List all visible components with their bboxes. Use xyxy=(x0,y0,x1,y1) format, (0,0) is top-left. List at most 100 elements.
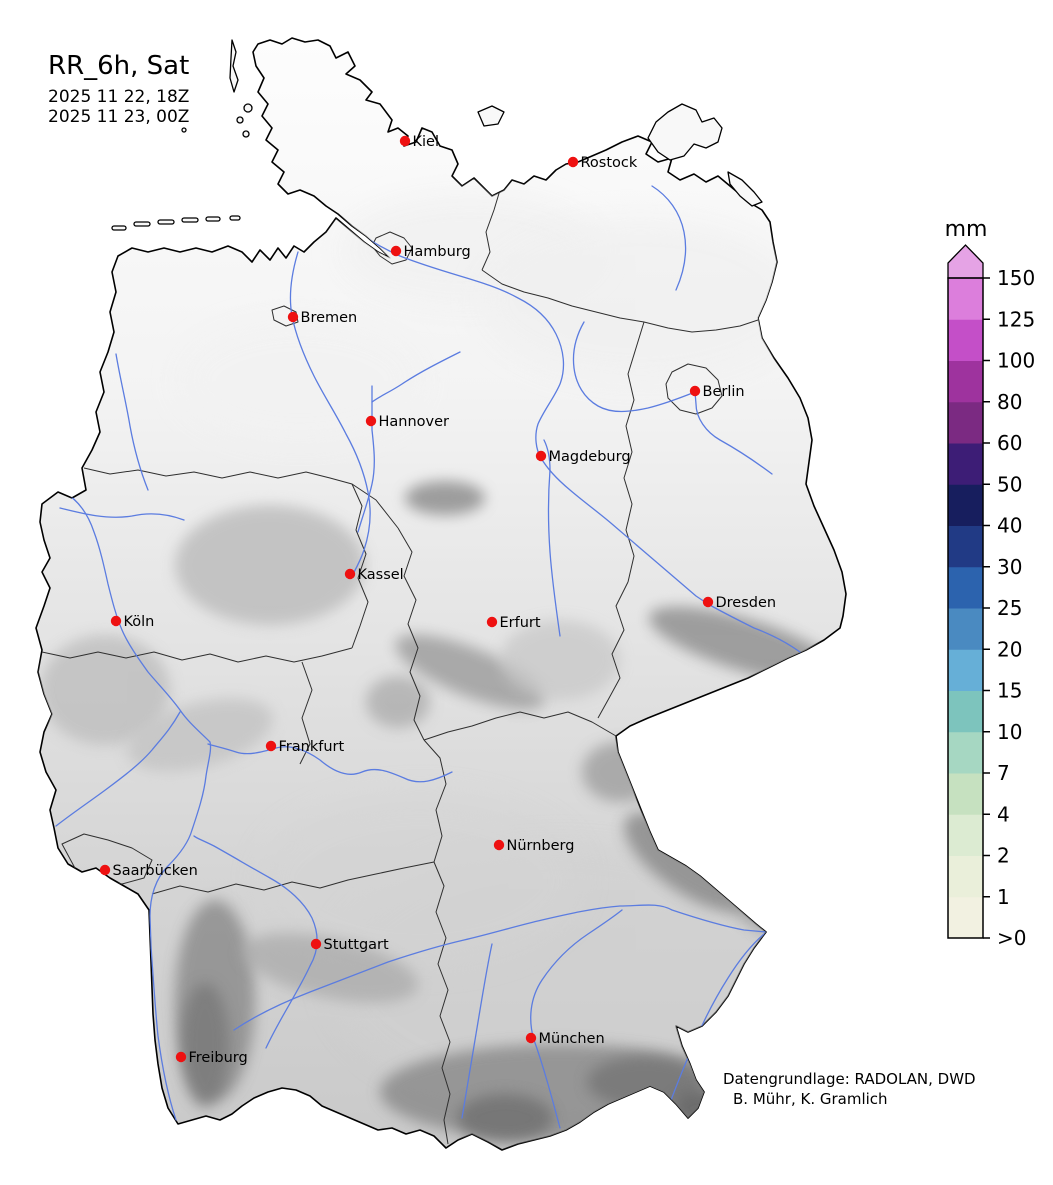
island-spiekeroog xyxy=(205,216,221,222)
river-danube xyxy=(233,904,767,1031)
colorbar-tick-label: 1 xyxy=(997,885,1010,909)
island-juist xyxy=(133,221,151,227)
city-marker-Frankfurt: Frankfurt xyxy=(265,739,344,755)
city-dot xyxy=(399,135,411,147)
colorbar-segment-15 xyxy=(948,649,983,691)
colorbar-unit-label: mm xyxy=(945,217,988,242)
city-marker-Freiburg: Freiburg xyxy=(175,1050,248,1066)
island-fehmarn xyxy=(477,105,505,127)
city-dot xyxy=(110,615,122,627)
city-label: Stuttgart xyxy=(324,937,390,953)
city-dot xyxy=(689,385,701,397)
city-dot xyxy=(344,568,356,580)
colorbar-segment-2 xyxy=(948,814,983,856)
city-marker-Erfurt: Erfurt xyxy=(486,615,541,631)
city-label: Nürnberg xyxy=(507,838,575,854)
colorbar-segment-7 xyxy=(948,731,983,774)
city-marker-Kassel: Kassel xyxy=(344,567,404,583)
city-dot xyxy=(265,740,277,752)
city-label: Köln xyxy=(124,614,155,630)
colorbar-tick-label: 80 xyxy=(997,390,1022,414)
island-sylt xyxy=(229,39,239,93)
colorbar-segment-80 xyxy=(948,360,983,403)
island-langeoog xyxy=(181,217,199,223)
colorbar-segment-20 xyxy=(948,608,983,650)
colorbar: >0 1 2 4 7 10 15 20 25 30 40 50 60 80 100 125 150 xyxy=(947,244,1035,950)
city-dot xyxy=(525,1032,537,1044)
river-inn xyxy=(657,933,765,1139)
city-label: Saarbücken xyxy=(113,863,198,879)
colorbar-tick-label: 125 xyxy=(997,307,1035,331)
colorbar-segment-125 xyxy=(948,278,983,320)
island-wangerooge xyxy=(229,215,241,221)
city-marker-Rostock: Rostock xyxy=(567,155,638,171)
river-isar xyxy=(530,909,623,1129)
city-label: München xyxy=(539,1031,605,1047)
colorbar-segment-60 xyxy=(948,401,983,444)
city-dot xyxy=(535,450,547,462)
city-marker-Stuttgart: Stuttgart xyxy=(310,937,390,953)
colorbar-segment->0 xyxy=(948,896,983,939)
river-leine xyxy=(357,385,375,533)
attribution-authors: B. Mühr, K. Gramlich xyxy=(733,1090,888,1108)
city-label: Kiel xyxy=(413,134,440,150)
island-borkum xyxy=(111,225,127,231)
island-amrum xyxy=(236,116,244,124)
river-main xyxy=(207,743,453,783)
city-dot xyxy=(486,616,498,628)
colorbar-segment-25 xyxy=(948,566,983,609)
city-dot xyxy=(567,156,579,168)
city-dot xyxy=(390,245,402,257)
city-label: Hannover xyxy=(379,414,450,430)
river-saale xyxy=(543,439,561,637)
city-dot xyxy=(365,415,377,427)
colorbar-tick-label: 4 xyxy=(997,802,1010,826)
rivers xyxy=(55,185,801,1139)
city-label: Kassel xyxy=(358,567,404,583)
city-label: Erfurt xyxy=(500,615,541,631)
colorbar-segment-30 xyxy=(948,525,983,568)
city-dot xyxy=(493,839,505,851)
river-ems xyxy=(115,353,149,491)
river-aller xyxy=(371,351,461,403)
state-borders xyxy=(41,189,759,1145)
city-dot xyxy=(99,864,111,876)
island-norderney xyxy=(157,219,175,225)
attribution-source: Datengrundlage: RADOLAN, DWD xyxy=(723,1070,976,1088)
city-dot xyxy=(702,596,714,608)
colorbar-tick-label: 25 xyxy=(997,596,1022,620)
colorbar-segment-50 xyxy=(948,443,983,485)
city-marker-Bremen: Bremen xyxy=(287,310,357,326)
colorbar-segment-40 xyxy=(948,484,983,526)
city-label: Hamburg xyxy=(404,244,471,260)
river-elbe xyxy=(343,221,801,653)
colorbar-segment-1 xyxy=(948,855,983,898)
period-start: 2025 11 22, 18Z xyxy=(48,87,189,107)
colorbar-tick-label: 2 xyxy=(997,844,1010,868)
colorbar-tick-label: 30 xyxy=(997,555,1022,579)
city-marker-Hannover: Hannover xyxy=(365,414,450,430)
city-label: Magdeburg xyxy=(549,449,631,465)
city-markers: Kiel Rostock Hamburg Bremen Berlin Hannover Ma… xyxy=(99,134,776,1066)
colorbar-tick-label: 15 xyxy=(997,679,1022,703)
city-marker-Köln: Köln xyxy=(110,614,155,630)
island-foehr xyxy=(243,103,253,113)
river-lech xyxy=(461,943,493,1119)
city-marker-München: München xyxy=(525,1031,605,1047)
city-marker-Dresden: Dresden xyxy=(702,595,776,611)
city-marker-Kiel: Kiel xyxy=(399,134,440,150)
colorbar-tick-label: 20 xyxy=(997,637,1022,661)
island-pellworm xyxy=(242,130,250,138)
island-usedom xyxy=(727,171,763,207)
city-label: Freiburg xyxy=(189,1050,248,1066)
islands xyxy=(111,39,763,231)
city-marker-Hamburg: Hamburg xyxy=(390,244,471,260)
city-dot xyxy=(310,938,322,950)
city-label: Berlin xyxy=(703,384,745,400)
colorbar-tick-label: 100 xyxy=(997,349,1035,373)
colorbar-tick-label: 40 xyxy=(997,514,1022,538)
river-peene xyxy=(651,185,687,291)
river-neckar xyxy=(193,835,318,1049)
map-title: RR_6h, Sat xyxy=(48,51,189,81)
